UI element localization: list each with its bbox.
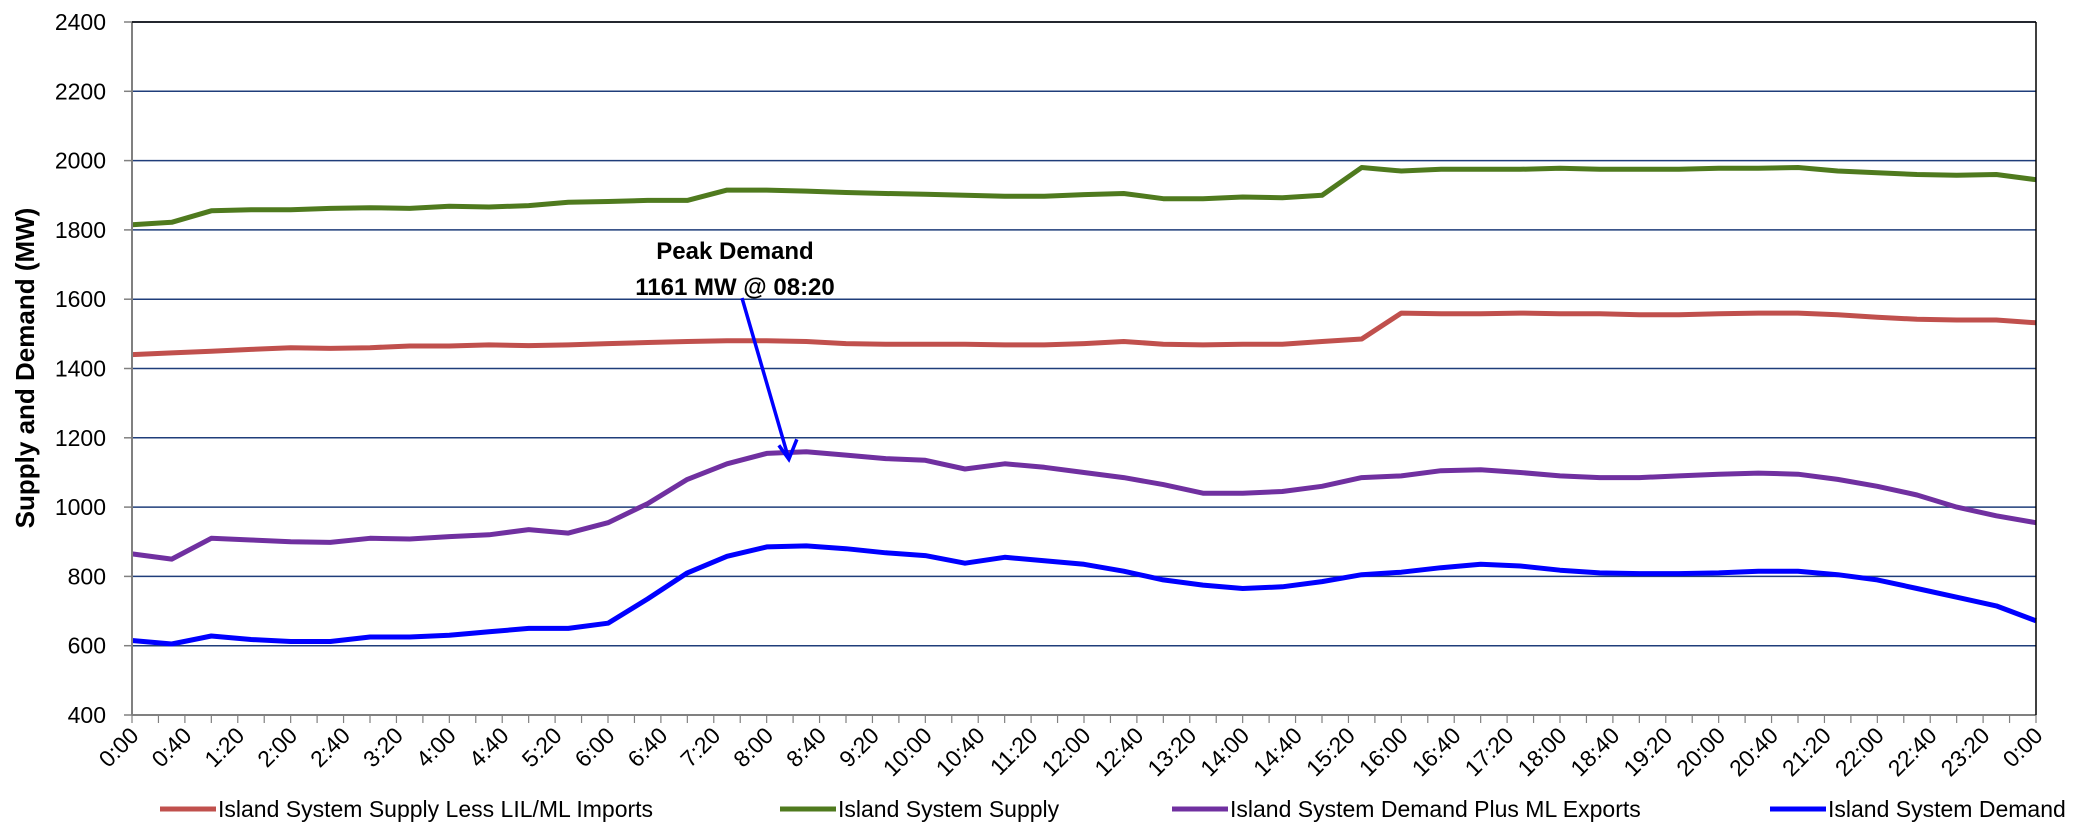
x-tick-label: 21:20 [1777,722,1836,781]
x-tick-label: 2:00 [252,722,302,772]
y-tick-label: 600 [68,633,106,659]
series-line-4 [131,543,2037,647]
x-tick-label: 20:00 [1671,722,1730,781]
legend-label-3: Island System Demand Plus ML Exports [1230,796,1641,822]
x-tick-label: 12:00 [1036,722,1095,781]
legend-label-1: Island System Supply Less LIL/ML Imports [218,796,653,822]
x-tick-label: 2:40 [305,722,355,772]
annotation-arrowhead [777,438,799,463]
legend-label-2: Island System Supply [838,796,1060,822]
x-tick-label: 16:40 [1407,722,1466,781]
series-line-3 [131,449,2037,562]
x-tick-label: 8:40 [781,722,831,772]
x-axis-ticks: 0:00 0:40 1:20 2:00 2:40 3:20 4:00 4:40 5:20 6:00… [93,715,2048,781]
x-tick-label: 0:00 [1997,722,2047,772]
x-tick-label: 18:00 [1512,722,1571,781]
x-tick-label: 4:40 [464,722,514,772]
peak-demand-annotation: Peak Demand 1161 MW @ 08:20 [635,238,835,463]
x-tick-label: 22:40 [1883,722,1942,781]
x-tick-label: 4:00 [411,722,461,772]
y-tick-label: 2400 [55,9,106,35]
x-tick-label: 1:20 [199,722,249,772]
y-tick-label: 1800 [55,217,106,243]
x-tick-label: 10:40 [931,722,990,781]
x-tick-label: 14:00 [1195,722,1254,781]
x-tick-label: 6:40 [622,722,672,772]
x-tick-label: 16:00 [1354,722,1413,781]
x-tick-label: 22:00 [1830,722,1889,781]
series-line-1 [131,310,2037,358]
x-tick-label: 23:20 [1936,722,1995,781]
x-tick-label: 8:00 [728,722,778,772]
annotation-text: 1161 MW @ 08:20 [635,274,835,301]
x-tick-label: 11:20 [985,722,1043,780]
y-tick-label: 1600 [55,286,106,312]
x-tick-label: 14:40 [1248,722,1307,781]
x-tick-label: 0:00 [93,722,143,772]
series-line-2 [131,165,2037,228]
x-tick-label: 7:20 [675,722,725,772]
y-axis-ticks: 400 600 800 1000 1200 1400 1600 1800 2000 2200 240… [55,9,132,728]
y-tick-label: 1200 [55,425,106,451]
annotation-arrow [740,297,791,460]
x-tick-label: 12:40 [1089,722,1148,781]
series-lines [131,165,2037,647]
x-tick-label: 5:20 [517,722,567,772]
x-tick-label: 19:20 [1618,722,1677,781]
gridlines [132,21,2036,647]
x-tick-label: 17:20 [1460,722,1519,781]
y-tick-label: 800 [68,563,106,589]
y-tick-label: 2200 [55,78,106,104]
annotation-title: Peak Demand [656,238,813,265]
x-tick-label: 10:00 [878,722,937,781]
x-tick-label: 15:20 [1301,722,1360,781]
y-tick-label: 1400 [55,356,106,382]
legend: Island System Supply Less LIL/ML Imports… [160,796,2066,822]
legend-label-4: Island System Demand [1828,796,2066,822]
y-tick-label: 1000 [55,494,106,520]
x-tick-label: 13:20 [1142,722,1201,781]
y-axis-label: Supply and Demand (MW) [10,208,40,529]
x-tick-label: 18:40 [1565,722,1624,781]
x-tick-label: 9:20 [834,722,884,772]
y-tick-label: 400 [68,702,106,728]
y-tick-label: 2000 [55,148,106,174]
x-tick-label: 3:20 [358,722,408,772]
x-tick-label: 6:00 [569,722,619,772]
x-tick-label: 0:40 [146,722,196,772]
x-tick-label: 20:40 [1724,722,1783,781]
